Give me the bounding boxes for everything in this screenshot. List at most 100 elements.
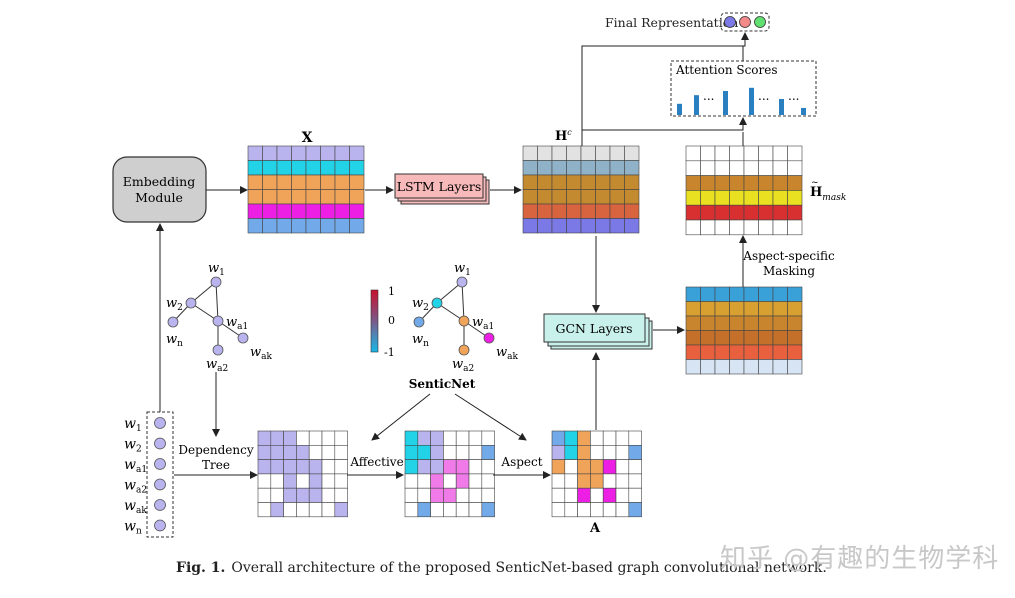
affective-matrix-cell	[417, 444, 431, 460]
affective-matrix-cell	[481, 430, 495, 446]
gcn-output-matrix-cell	[758, 330, 774, 346]
x-matrix-cell	[291, 218, 307, 234]
dependency-matrix-cell	[257, 502, 272, 518]
dependency-matrix-cell	[296, 502, 310, 518]
affective-matrix-cell	[468, 459, 483, 475]
tree-label: wak	[496, 345, 519, 362]
hc-matrix-cell	[566, 160, 582, 176]
word-node	[154, 519, 166, 532]
dependency-matrix-cell	[334, 430, 348, 446]
hc-matrix-cell	[551, 145, 567, 161]
x-matrix-cell	[291, 203, 307, 219]
gcn-output-matrix-cell	[714, 301, 730, 317]
affective-matrix-cell	[404, 459, 419, 475]
attention-bar	[677, 103, 682, 115]
aspect-matrix-cell	[590, 459, 604, 475]
hc-matrix-cell	[624, 203, 640, 219]
hmask-matrix-cell	[700, 160, 716, 176]
aspect-matrix-cell	[577, 459, 591, 475]
aspect-adjacency-matrix	[551, 430, 642, 518]
gcn-output-matrix-cell	[787, 359, 803, 375]
hmask-matrix-cell	[758, 160, 774, 176]
x-matrix-cell	[247, 174, 263, 190]
hmask-matrix-cell	[758, 219, 774, 236]
affective-matrix-cell	[443, 430, 457, 446]
attention-bar	[694, 95, 699, 115]
affective-matrix-cell	[430, 502, 444, 518]
affective-matrix-cell	[404, 502, 419, 518]
gcn-output-matrix-cell	[714, 344, 730, 360]
hmask-matrix-cell	[772, 219, 788, 236]
colorbar-top-label: 1	[388, 285, 395, 298]
tree-label: wn	[412, 332, 429, 349]
aspect-matrix-cell	[590, 473, 604, 489]
aspect-matrix-cell	[615, 459, 630, 475]
affective-matrix-cell	[430, 473, 444, 489]
aspect-matrix-cell	[590, 444, 604, 460]
aspect-matrix-cell	[602, 444, 617, 460]
tree-label: w1	[208, 261, 225, 278]
hc-matrix-cell	[537, 145, 553, 161]
tree-node	[483, 332, 495, 344]
tree-node	[212, 315, 224, 327]
dependency-matrix-cell	[296, 459, 310, 475]
affective-matrix-cell	[417, 430, 431, 446]
x-matrix	[247, 145, 365, 234]
hc-matrix-cell	[537, 174, 553, 190]
gcn-output-matrix-cell	[729, 315, 745, 331]
dependency-matrix-cell	[321, 502, 336, 518]
aspect-matrix-cell	[564, 473, 578, 489]
hmask-matrix-cell	[787, 190, 803, 206]
x-matrix-cell	[334, 174, 350, 190]
hmask-matrix-cell	[772, 175, 788, 191]
aspect-matrix-cell	[551, 430, 566, 446]
embedding-module-label-2: Module	[135, 190, 183, 205]
aspect-matrix-cell	[628, 430, 642, 446]
hc-matrix-cell	[609, 145, 625, 161]
hc-matrix-cell	[566, 174, 582, 190]
dependency-matrix-cell	[296, 473, 310, 489]
hmask-matrix-cell	[700, 204, 716, 221]
aspect-matrix-cell	[564, 487, 578, 503]
colorbar-bottom-label: -1	[384, 346, 395, 359]
attention-bars	[677, 87, 806, 115]
hmask-tilde: ~	[811, 178, 819, 188]
hmask-matrix-cell	[758, 145, 774, 162]
dependency-matrix-cell	[257, 444, 272, 460]
aspect-matrix-cell	[615, 473, 630, 489]
aspect-matrix-cell	[602, 487, 617, 503]
dependency-matrix-cell	[296, 487, 310, 503]
word-column: w1 w2 wa1 wa2 wak wn	[124, 416, 166, 537]
aspect-matrix-cell	[590, 487, 604, 503]
aspect-matrix-cell	[590, 502, 604, 518]
x-matrix-cell	[320, 218, 336, 234]
gcn-output-matrix-cell	[685, 330, 701, 346]
aspect-matrix-cell	[615, 502, 630, 518]
hc-matrix-cell	[551, 218, 567, 234]
tree-label: wa2	[206, 357, 228, 374]
aspect-matrix-cell	[615, 444, 630, 460]
affective-matrix-cell	[404, 487, 419, 503]
final-representation-title: Final Representation	[605, 15, 738, 30]
aspect-matrix-cell	[551, 444, 566, 460]
word-column-box	[146, 411, 174, 538]
hc-matrix-cell	[537, 160, 553, 176]
lstm-layers-label: LSTM Layers	[397, 179, 482, 194]
gcn-output-matrix-cell	[700, 301, 716, 317]
dependency-matrix-cell	[296, 444, 310, 460]
dependency-matrix-cell	[270, 459, 284, 475]
dependency-matrix-cell	[334, 459, 348, 475]
dependency-matrix-cell	[308, 487, 323, 503]
x-matrix-cell	[276, 174, 292, 190]
x-matrix-cell	[349, 189, 365, 205]
aspect-matrix-cell	[564, 459, 578, 475]
affective-matrix-cell	[430, 487, 444, 503]
hc-matrix-cell	[580, 145, 596, 161]
hc-matrix-cell	[522, 160, 538, 176]
word-label: w2	[124, 437, 142, 455]
hmask-matrix-cell	[772, 190, 788, 206]
hmask-matrix-cell	[743, 190, 759, 206]
gcn-output-matrix-cell	[758, 344, 774, 360]
aspect-matrix-cell	[615, 430, 630, 446]
x-matrix-cell	[276, 218, 292, 234]
